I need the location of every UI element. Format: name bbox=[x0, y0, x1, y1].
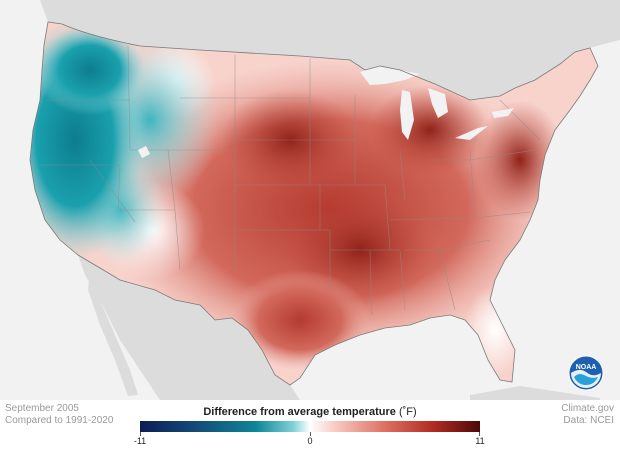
legend-max-label: 11 bbox=[475, 436, 485, 446]
great-salt-lake bbox=[138, 146, 150, 158]
legend-title-text: Difference from average temperature bbox=[203, 406, 396, 418]
legend-tick-max bbox=[479, 432, 480, 436]
lake-michigan bbox=[400, 90, 414, 140]
brand-label: Climate.gov bbox=[561, 403, 614, 414]
map-caption: September 2005 Compared to 1991-2020 bbox=[5, 403, 113, 427]
state-borders bbox=[40, 45, 541, 316]
us-outline bbox=[29, 21, 599, 386]
cuba-landmass bbox=[470, 386, 600, 400]
temperature-anomaly-map bbox=[0, 0, 620, 400]
lakes bbox=[138, 66, 514, 158]
lake-erie bbox=[455, 126, 488, 140]
legend-tick-min bbox=[140, 432, 141, 436]
legend-tick-mid bbox=[310, 432, 311, 436]
legend-color-bar bbox=[140, 421, 480, 432]
canada-landmass bbox=[0, 0, 620, 100]
legend-unit: (˚F) bbox=[398, 406, 417, 418]
noaa-logo-text: NOAA bbox=[576, 364, 597, 371]
lake-ontario bbox=[492, 108, 514, 118]
legend-mid-label: 0 bbox=[307, 436, 313, 446]
legend-min-label: -11 bbox=[133, 436, 147, 446]
lake-huron bbox=[428, 88, 448, 118]
data-source-label: Data: NCEI bbox=[563, 415, 614, 426]
legend-title: Difference from average temperature (˚F) bbox=[140, 406, 480, 418]
baja-peninsula bbox=[88, 268, 138, 396]
mexico-landmass bbox=[78, 255, 300, 400]
date-label: September 2005 bbox=[5, 403, 79, 414]
noaa-logo-icon: NOAA bbox=[568, 355, 604, 391]
lake-superior bbox=[360, 66, 420, 85]
credit: Climate.gov Data: NCEI bbox=[561, 403, 614, 427]
baseline-label: Compared to 1991-2020 bbox=[5, 415, 114, 426]
